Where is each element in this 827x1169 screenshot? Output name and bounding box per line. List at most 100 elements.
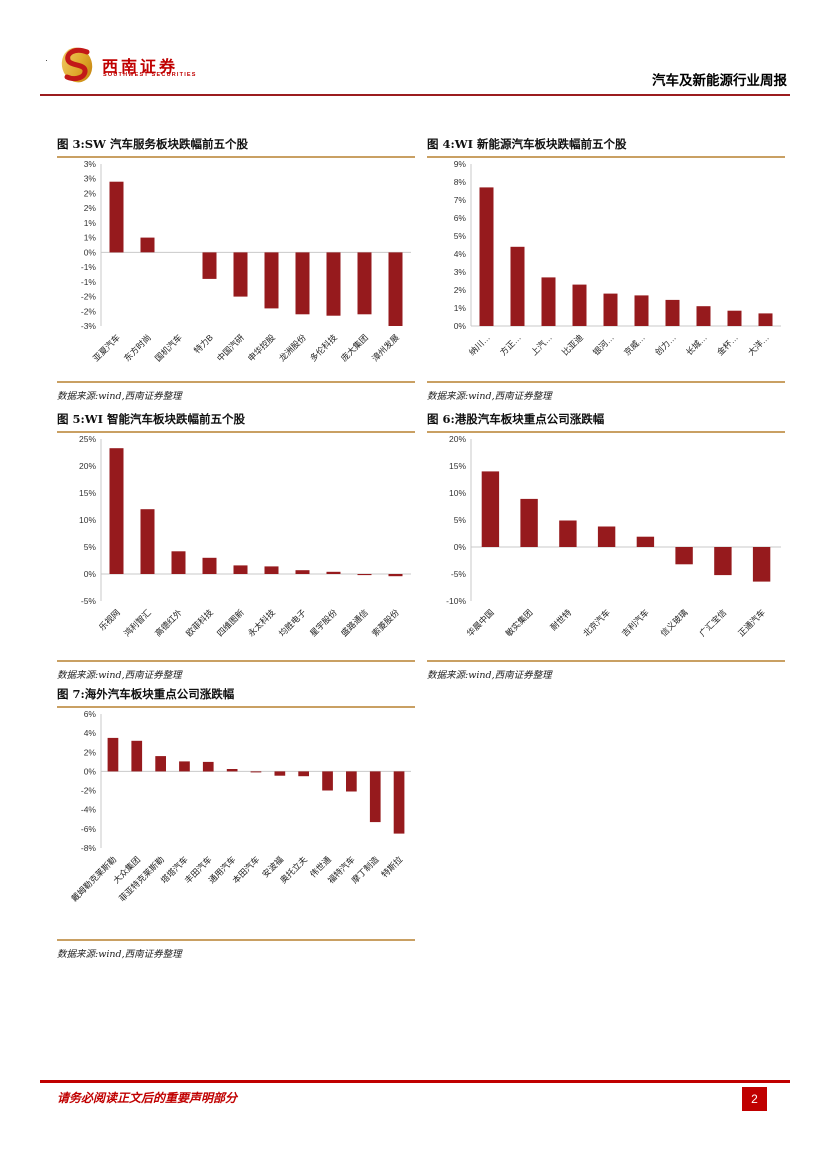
svg-text:长城…: 长城…: [684, 332, 709, 357]
svg-text:7%: 7%: [454, 195, 467, 205]
logo-swirl-icon: [61, 47, 93, 83]
svg-text:-1%: -1%: [81, 277, 97, 287]
svg-text:京威…: 京威…: [622, 332, 647, 357]
bar: [107, 737, 119, 772]
bar: [696, 306, 711, 326]
bar: [250, 771, 262, 773]
svg-text:20%: 20%: [449, 434, 466, 444]
svg-text:摩丁制造: 摩丁制造: [350, 854, 381, 885]
x-axis-labels: 乐视网 鸿利智汇 高德红外 欧菲科技 四维图新 永太科技 均胜电子 星宇股份 盛路通信 索菱股份: [97, 607, 401, 638]
svg-text:-2%: -2%: [81, 786, 97, 796]
source-note: 数据来源:wind,西南证券整理: [57, 669, 182, 681]
bar: [393, 771, 405, 834]
svg-text:申华控股: 申华控股: [246, 332, 277, 363]
svg-text:-2%: -2%: [81, 292, 97, 302]
svg-text:4%: 4%: [454, 249, 467, 259]
svg-text:-1%: -1%: [81, 262, 97, 272]
svg-text:庞大集团: 庞大集团: [339, 332, 370, 363]
svg-text:盛路通信: 盛路通信: [339, 607, 370, 638]
svg-text:亚夏汽车: 亚夏汽车: [91, 332, 122, 363]
svg-text:1%: 1%: [84, 218, 97, 228]
bar: [233, 565, 248, 574]
logo-company-name-en: SOUTHWEST SECURITIES: [103, 72, 197, 78]
bar: [202, 761, 214, 772]
bar: [202, 557, 217, 574]
bottom-rule: [57, 381, 415, 383]
bar: [665, 299, 680, 326]
svg-text:特力B: 特力B: [192, 332, 215, 355]
svg-text:25%: 25%: [79, 434, 96, 444]
title-rule: [57, 431, 415, 433]
axes: [470, 439, 781, 601]
svg-text:星宇股份: 星宇股份: [308, 607, 339, 638]
bar: [140, 509, 155, 574]
svg-text:中国汽研: 中国汽研: [215, 332, 246, 363]
bar: [155, 756, 166, 772]
bottom-rule: [427, 660, 785, 662]
figure-5: 图 5:WI 智能汽车板块跌幅前五个股 25% 20% 15% 10% 5% 0% -5% 乐视…: [57, 411, 415, 681]
svg-text:纳川…: 纳川…: [467, 332, 492, 357]
y-axis-ticks: 25% 20% 15% 10% 5% 0% -5%: [79, 434, 96, 606]
svg-text:-4%: -4%: [81, 805, 97, 815]
svg-text:3%: 3%: [454, 267, 467, 277]
bar: [140, 237, 155, 253]
svg-text:银河…: 银河…: [591, 332, 616, 357]
svg-text:大洋…: 大洋…: [746, 332, 771, 357]
svg-text:-6%: -6%: [81, 824, 97, 834]
company-logo: 西南证券 SOUTHWEST SECURITIES: [58, 45, 258, 87]
figure-6: 图 6:港股汽车板块重点公司涨跌幅 20% 15% 10% 5% 0% -5% -10% 华晨中…: [427, 411, 785, 681]
y-axis-ticks: 6% 4% 2% 0% -2% -4% -6% -8%: [81, 709, 97, 853]
bar-chart: 3% 3% 2% 2% 1% 1% 0% -1% -1% -2% -2% -3%亚夏汽车 东方时尚 国机汽…: [81, 159, 411, 363]
title-rule: [427, 431, 785, 433]
svg-text:上汽…: 上汽…: [529, 332, 554, 357]
svg-text:0%: 0%: [84, 766, 97, 776]
svg-text:鸿利智汇: 鸿利智汇: [122, 607, 153, 638]
svg-text:北京汽车: 北京汽车: [581, 607, 612, 638]
bar: [479, 187, 494, 326]
bar: [675, 547, 693, 565]
svg-text:3%: 3%: [84, 159, 97, 169]
axes: [100, 164, 411, 326]
svg-text:高德红外: 高德红外: [153, 607, 184, 638]
figure-7: 图 7:海外汽车板块重点公司涨跌幅 6% 4% 2% 0% -2% -4% -6% -8% 戴姆勒…: [57, 686, 415, 960]
bar-chart: 6% 4% 2% 0% -2% -4% -6% -8%戴姆勒克莱斯勒大众集团菲亚特克莱斯勒塔塔…: [69, 709, 411, 903]
svg-text:1%: 1%: [84, 233, 97, 243]
svg-text:欧菲科技: 欧菲科技: [184, 607, 215, 638]
bar: [559, 520, 577, 547]
bar: [597, 526, 616, 547]
bars: [479, 187, 773, 326]
bars: [107, 737, 405, 834]
source-note: 数据来源:wind,西南证券整理: [427, 390, 552, 402]
source-note: 数据来源:wind,西南证券整理: [427, 669, 552, 681]
header-rule: [40, 94, 790, 96]
svg-text:四维图新: 四维图新: [215, 607, 246, 638]
svg-text:-8%: -8%: [81, 843, 97, 853]
svg-text:华晨中国: 华晨中国: [465, 607, 496, 638]
svg-text:2%: 2%: [454, 285, 467, 295]
title-rule: [57, 156, 415, 158]
bar: [295, 570, 310, 574]
svg-text:0%: 0%: [454, 321, 467, 331]
svg-text:-10%: -10%: [446, 596, 466, 606]
svg-text:信义玻璃: 信义玻璃: [658, 607, 689, 638]
bar: [171, 551, 186, 574]
svg-text:10%: 10%: [449, 488, 466, 498]
svg-text:龙洲股份: 龙洲股份: [277, 332, 308, 363]
svg-text:-3%: -3%: [81, 321, 97, 331]
y-axis-ticks: 20% 15% 10% 5% 0% -5% -10%: [446, 434, 466, 606]
bar: [357, 574, 372, 576]
bar: [346, 771, 357, 792]
figure-title: 图 7:海外汽车板块重点公司涨跌幅: [57, 687, 235, 701]
bottom-rule: [427, 381, 785, 383]
bullet-mark: ·: [45, 55, 48, 65]
svg-text:5%: 5%: [84, 542, 97, 552]
svg-text:2%: 2%: [84, 188, 97, 198]
footer-rule: [40, 1080, 790, 1083]
svg-text:漳州发展: 漳州发展: [370, 332, 401, 363]
bottom-rule: [57, 939, 415, 941]
source-note: 数据来源:wind,西南证券整理: [57, 390, 182, 402]
bar: [636, 536, 655, 547]
svg-text:乐视网: 乐视网: [97, 607, 122, 632]
bar: [520, 498, 538, 547]
svg-text:10%: 10%: [79, 515, 96, 525]
